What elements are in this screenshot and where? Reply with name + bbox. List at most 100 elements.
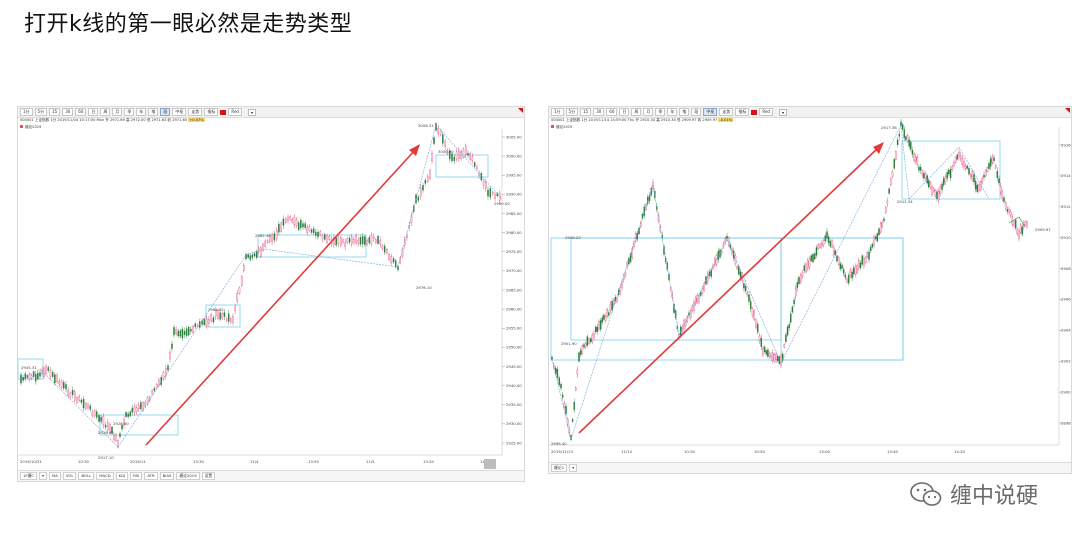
left-toolbar-button[interactable]: 中枢 [172, 108, 187, 116]
right-toolbar-button[interactable]: Red [759, 108, 773, 116]
left-indicator-tab[interactable]: 设置 [201, 472, 216, 480]
right-candle [629, 253, 632, 263]
left-candle [80, 399, 83, 403]
left-candle [383, 245, 386, 253]
right-toolbar-button[interactable]: 笔 [679, 108, 690, 116]
left-candle [175, 329, 177, 334]
right-candle [573, 401, 575, 410]
right-toolbar-button[interactable]: 月 [643, 108, 654, 116]
left-candle [123, 419, 125, 426]
right-candle [739, 271, 742, 278]
right-chart-window[interactable]: 1分 5分 15 30 60 日周月季年笔段中枢 走势 指标 Red ▾ 000001 上证指数 … [548, 106, 1072, 474]
left-toolbar-button[interactable]: 季 [124, 108, 135, 116]
left-x-tick-label: 10:30 [78, 459, 90, 464]
right-toolbar-button[interactable]: 年 [667, 108, 678, 116]
left-indicator-tab[interactable]: BIAS [159, 472, 175, 480]
right-candle [638, 227, 640, 235]
left-candlestick-plot[interactable]: 3005.00 3000.00 2995.00 2990.00 2985.00 2980.… [18, 107, 524, 481]
right-candle [738, 266, 740, 275]
left-candle [89, 405, 91, 410]
right-candle [613, 300, 615, 306]
left-toolbar-button[interactable]: 日 [88, 108, 99, 116]
left-candle [121, 425, 123, 430]
right-indicator-tab[interactable]: ▾ [569, 464, 578, 472]
right-toolbar-button[interactable]: 1分 [551, 108, 564, 116]
right-candle [683, 320, 685, 330]
left-candle [335, 237, 337, 246]
left-toolbar-button[interactable]: 15 [49, 108, 61, 116]
left-toolbar-button[interactable]: 笔 [148, 108, 159, 116]
left-indicator-tab[interactable]: ATR [144, 472, 158, 480]
right-candle [983, 174, 985, 178]
left-candle [266, 240, 269, 243]
right-candle [888, 188, 890, 194]
left-y-tick-label: 2950.00 [506, 345, 522, 350]
left-price-label: 2945.31 [21, 365, 37, 370]
left-indicator-tab[interactable]: MA [48, 472, 61, 480]
right-toolbar-button[interactable]: 季 [655, 108, 666, 116]
color-swatch-icon[interactable] [220, 109, 227, 115]
right-toolbar-button[interactable]: 段 [691, 108, 702, 116]
left-stroke-line [20, 368, 41, 380]
right-toolbar-button[interactable]: 走势 [719, 108, 734, 116]
right-candlestick-plot[interactable]: 2916.00 2914.00 2912.00 2910.00 2908.00 2906.… [549, 107, 1071, 473]
right-toolbar-button[interactable]: 5分 [565, 108, 579, 116]
right-candle [873, 236, 875, 246]
left-y-tick-label: 3000.00 [506, 153, 522, 158]
left-toolbar-button[interactable]: Red [228, 108, 242, 116]
left-toolbar-button[interactable]: 年 [136, 108, 147, 116]
left-price-label: 2917.10 [98, 455, 114, 460]
left-indicator-tab[interactable]: ▾ [39, 472, 47, 480]
right-toolbar-button[interactable]: 60 [606, 108, 618, 116]
left-toolbar-dropdown[interactable]: ▾ [247, 108, 256, 116]
corner-flag-icon [1065, 108, 1070, 113]
right-info-change: -0.01% [718, 118, 734, 122]
right-candle [775, 354, 777, 361]
left-toolbar-button[interactable]: 月 [112, 108, 123, 116]
right-toolbar-button[interactable]: 中枢 [703, 108, 718, 116]
left-series-label[interactable]: 缠论2019 [20, 125, 41, 130]
right-candle [863, 258, 865, 266]
right-candle [736, 266, 738, 270]
right-series-label[interactable]: 缠论2019 [551, 125, 572, 130]
left-indicator-tab[interactable]: MACD [96, 472, 114, 480]
left-chart-window[interactable]: 1分 5分 15 30 60 日周月季年笔段中枢 走势 指标 Red ▾ 000001 上证指数 … [17, 106, 525, 482]
left-toolbar-button[interactable]: 走势 [188, 108, 203, 116]
left-pivot-box [205, 304, 241, 328]
left-price-label: 2982.40 [255, 233, 271, 238]
left-toolbar-button[interactable]: 60 [75, 108, 87, 116]
right-candle [1021, 226, 1023, 235]
left-toolbar-button[interactable]: 5分 [34, 108, 48, 116]
left-indicator-tab[interactable]: BOLL [78, 472, 95, 480]
right-candle [606, 308, 608, 317]
right-indicator-tab[interactable]: 缠论C [551, 464, 568, 472]
left-toolbar-button[interactable]: 段 [160, 108, 171, 116]
left-price-label: 2926.40 [98, 430, 114, 435]
left-toolbar-button[interactable]: 周 [100, 108, 111, 116]
right-toolbar-dropdown[interactable]: ▾ [778, 108, 787, 116]
right-toolbar-button[interactable]: 30 [593, 108, 605, 116]
right-toolbar-button[interactable]: 指标 [735, 108, 750, 116]
color-swatch-icon[interactable] [751, 109, 758, 115]
left-indicator-tab[interactable]: RSI [130, 472, 143, 480]
left-candle [364, 236, 366, 245]
right-toolbar-button[interactable]: 周 [631, 108, 642, 116]
left-toolbar-button[interactable]: 1分 [20, 108, 33, 116]
left-scrollbar-thumb[interactable] [484, 459, 496, 469]
left-toolbar-button[interactable]: 指标 [204, 108, 219, 116]
left-indicator-tab[interactable]: VOL [62, 472, 77, 480]
right-toolbar-button[interactable]: 日 [619, 108, 630, 116]
left-indicator-tab[interactable]: 1F缠C [20, 472, 38, 480]
left-candle [35, 374, 37, 382]
left-toolbar-button[interactable]: 30 [62, 108, 74, 116]
right-candle [715, 255, 718, 265]
right-info-values: 开 2910.34 高 2910.34 低 2909.97 收 2909.97 [635, 118, 718, 122]
left-indicator-tab[interactable]: KDJ [115, 472, 129, 480]
right-toolbar-button[interactable]: 15 [580, 108, 592, 116]
left-indicator-tab[interactable]: 缠论2019 [176, 472, 200, 480]
left-candle [251, 254, 254, 258]
left-info-change: +0.07% [188, 118, 205, 122]
right-y-tick-label: 2904.00 [1061, 328, 1071, 333]
right-price-label: 2896.40 [551, 441, 567, 446]
left-candle [28, 374, 31, 380]
